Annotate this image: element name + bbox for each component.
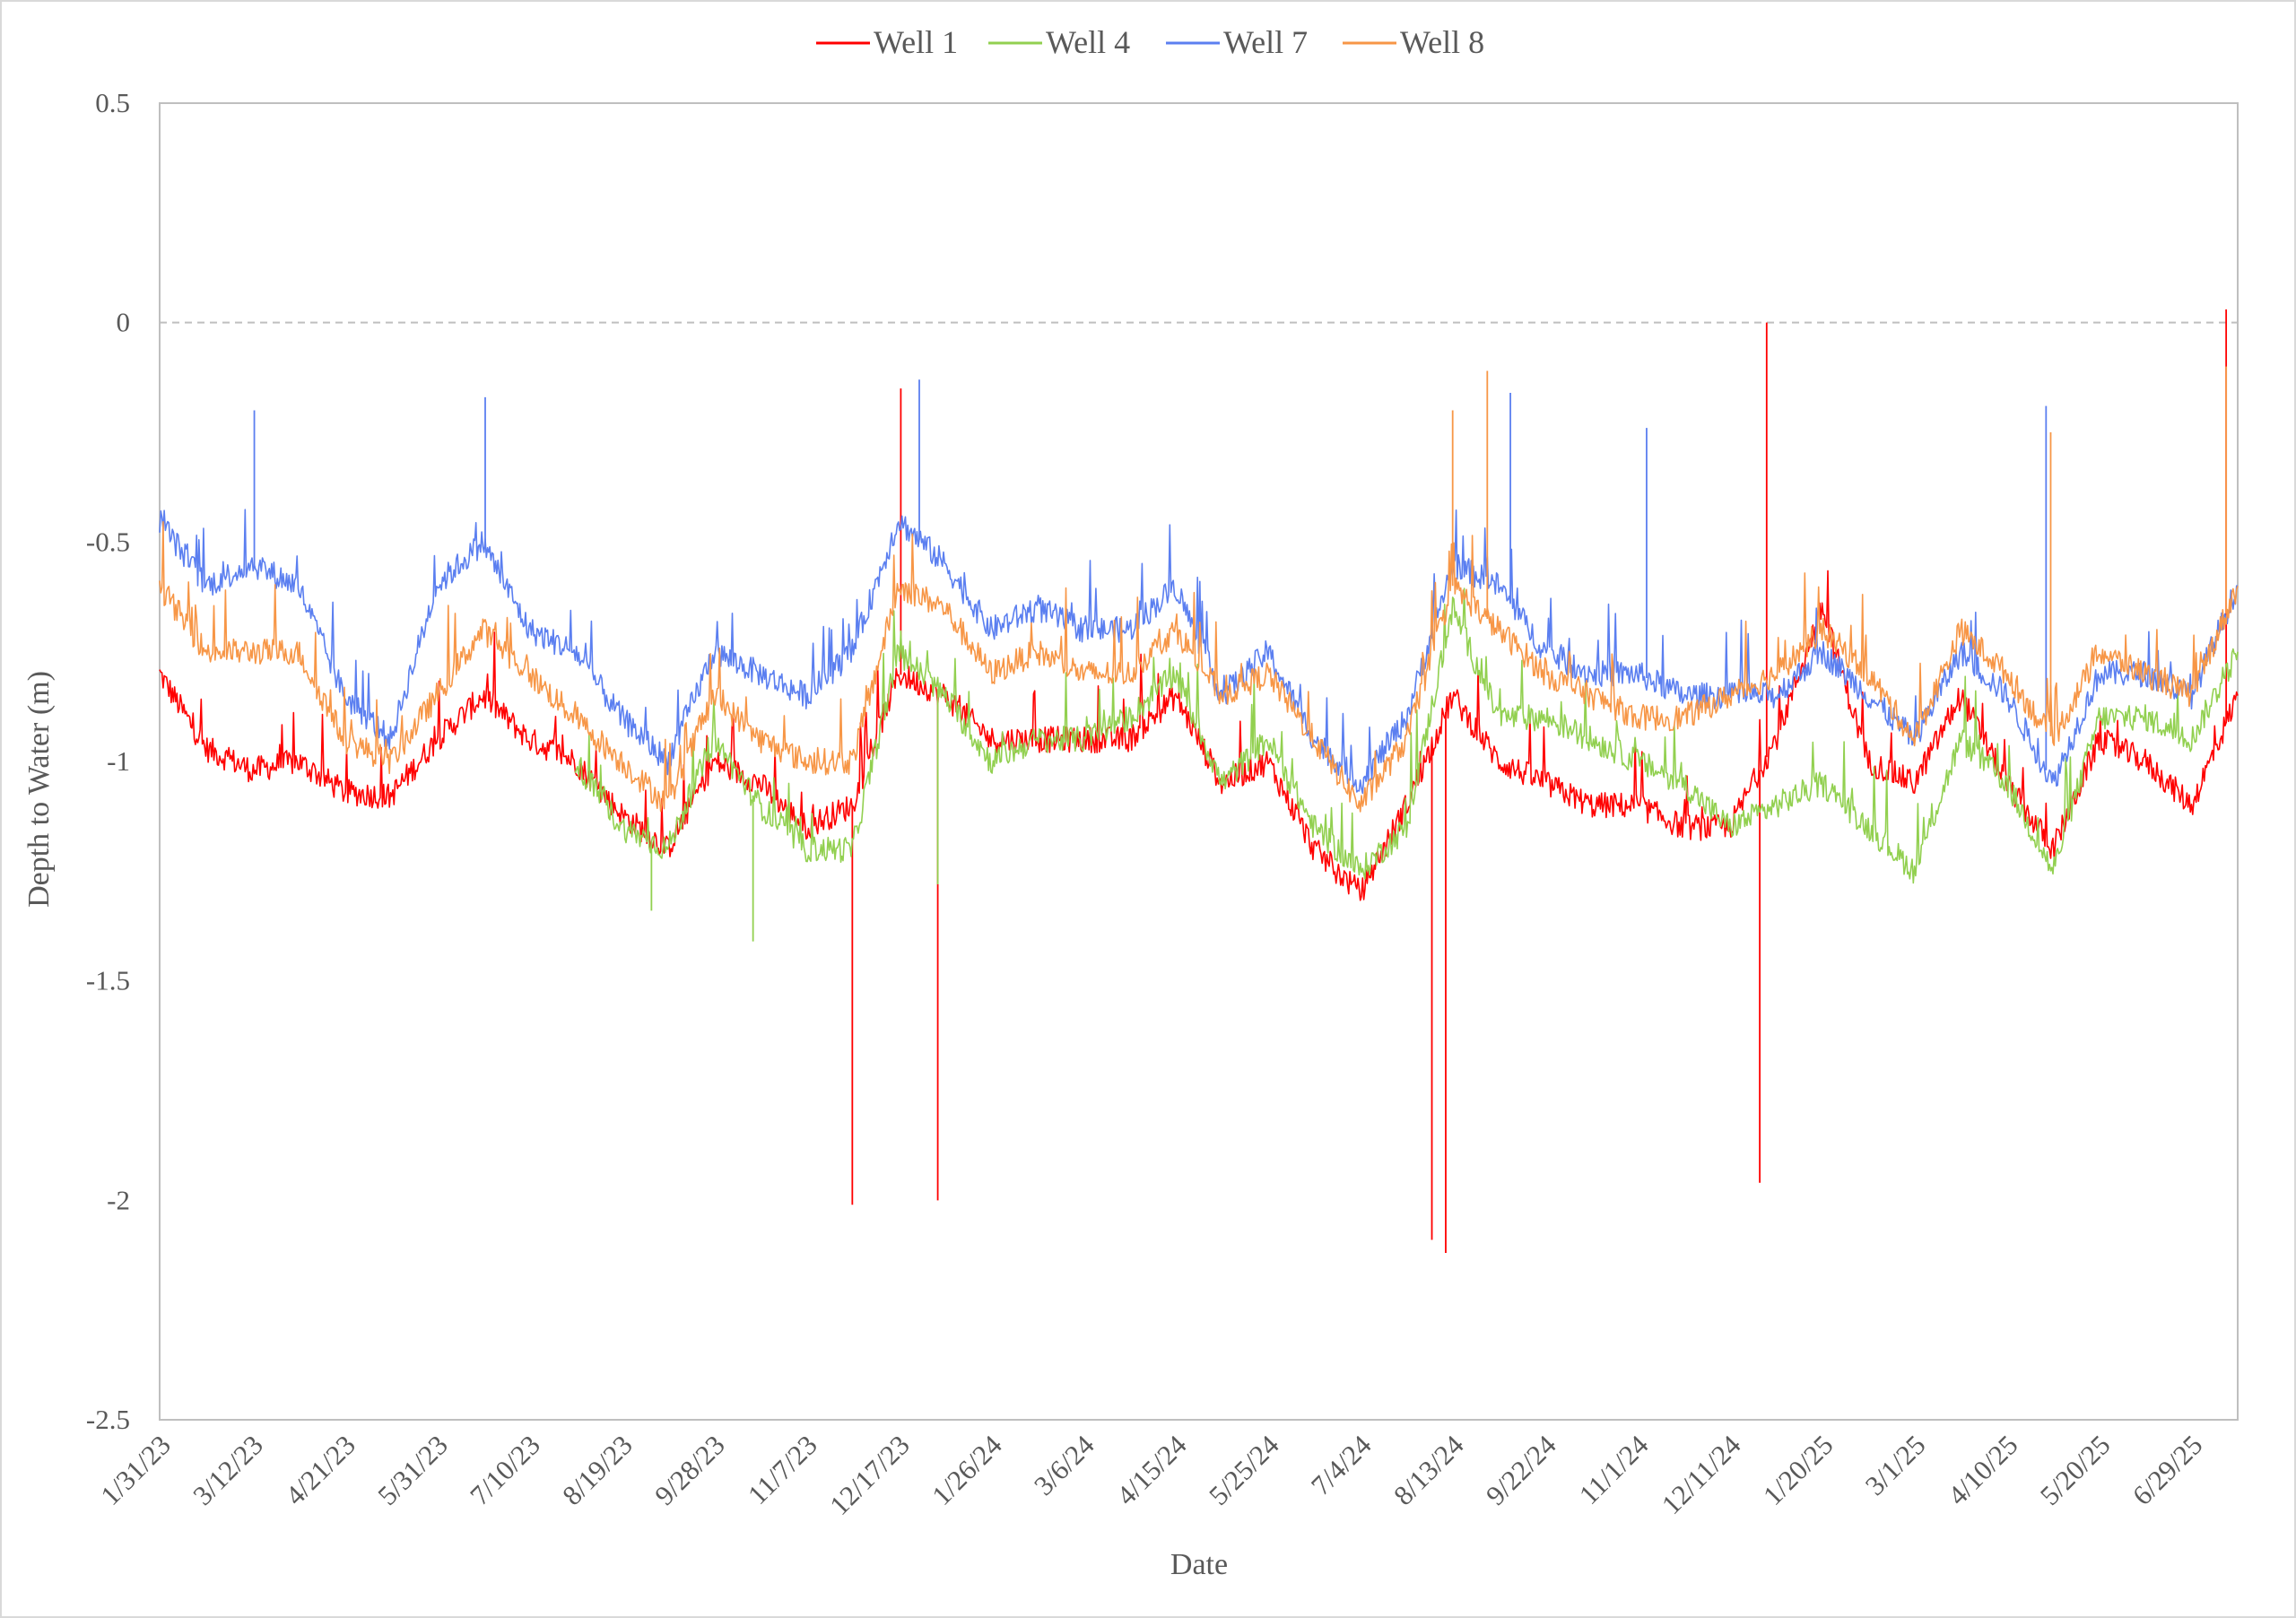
x-tick-label: 4/21/23	[279, 1429, 361, 1511]
x-tick-label: 11/1/24	[1573, 1429, 1655, 1510]
x-tick-label: 8/19/23	[556, 1429, 639, 1511]
x-tick-label: 4/15/24	[1110, 1429, 1193, 1511]
legend-label-well-1: Well 1	[874, 24, 958, 60]
x-tick-label: 12/11/24	[1656, 1429, 1747, 1520]
x-tick-label: 12/17/23	[823, 1429, 916, 1521]
plot-area	[159, 102, 2239, 1421]
x-axis-title: Date	[1170, 1548, 1228, 1581]
x-tick-label: 7/10/23	[464, 1429, 546, 1511]
y-tick-label: -1.5	[86, 965, 130, 996]
x-tick-label: 3/6/24	[1028, 1429, 1100, 1501]
y-tick-label: -2.5	[86, 1404, 130, 1435]
y-tick-label: -0.5	[86, 526, 130, 557]
x-tick-label: 3/1/25	[1859, 1429, 1932, 1501]
x-tick-label: 1/31/23	[94, 1429, 177, 1511]
y-axis-title: Depth to Water (m)	[22, 671, 56, 908]
series-line-well-4	[574, 587, 2239, 884]
x-tick-label: 11/7/23	[742, 1429, 823, 1510]
y-tick-label: -1	[107, 745, 130, 777]
x-tick-label: 3/12/23	[187, 1429, 269, 1511]
x-tick-label: 9/28/23	[648, 1429, 731, 1511]
series-line-well-8	[159, 521, 2239, 813]
legend-label-well-4: Well 4	[1046, 24, 1130, 60]
x-tick-label: 6/29/25	[2126, 1429, 2209, 1511]
y-tick-label: 0	[117, 307, 131, 338]
legend-label-well-8: Well 8	[1400, 24, 1484, 60]
x-tick-label: 5/31/23	[371, 1429, 454, 1511]
x-tick-label: 5/20/25	[2034, 1429, 2117, 1511]
y-tick-label: 0.5	[95, 87, 130, 118]
x-tick-label: 9/22/24	[1480, 1429, 1562, 1511]
x-tick-label: 1/20/25	[1757, 1429, 1839, 1511]
legend-label-well-7: Well 7	[1223, 24, 1308, 60]
x-tick-label: 4/10/25	[1942, 1429, 2024, 1511]
x-tick-label: 1/26/24	[926, 1429, 1008, 1511]
y-tick-label: -2	[107, 1184, 130, 1215]
x-tick-label: 8/13/24	[1387, 1429, 1470, 1511]
x-tick-label: 5/25/24	[1203, 1429, 1285, 1511]
x-tick-label: 7/4/24	[1305, 1429, 1378, 1501]
legend: Well 1 Well 4 Well 7 Well 8	[816, 24, 1484, 60]
series-line-well-1	[159, 570, 2239, 901]
